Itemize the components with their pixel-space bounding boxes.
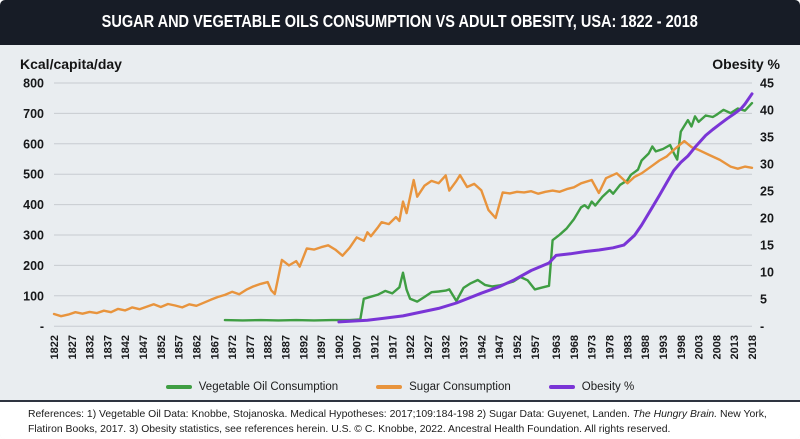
x-axis-tick-label: 1917	[387, 335, 399, 359]
chart-area: Kcal/capita/day Obesity % 800 700 600 500 40…	[0, 45, 800, 400]
x-axis-tick-label: 1852	[156, 335, 168, 359]
left-axis-tick-label: 400	[23, 198, 44, 212]
left-axis-tick-label: 200	[23, 259, 44, 273]
references-text: References: 1) Vegetable Oil Data: Knobb…	[28, 409, 767, 436]
x-axis-tick-label: 2003	[694, 335, 706, 359]
x-axis-tick-label: 1988	[640, 335, 652, 359]
legend-swatch	[165, 385, 192, 389]
right-axis-tick-label: 45	[760, 77, 774, 91]
x-axis-tick-label: 1872	[227, 335, 239, 359]
x-axis-tick-label: 1867	[209, 335, 221, 359]
title-bar: SUGAR AND VEGETABLE OILS CONSUMPTION VS …	[0, 0, 800, 45]
references-footer: References: 1) Vegetable Oil Data: Knobb…	[0, 400, 800, 439]
legend-label: Obesity %	[581, 381, 635, 393]
legend-label: Vegetable Oil Consumption	[198, 381, 339, 393]
x-axis-tick-label: 2018	[747, 335, 759, 359]
x-axis-tick-label: 2008	[711, 335, 723, 359]
x-axis-tick-label: 1862	[191, 335, 203, 359]
x-axis-tick-label: 1952	[512, 335, 524, 359]
series-line-sugar-consumption	[52, 139, 754, 318]
left-axis-tick-label: -	[40, 320, 44, 334]
x-axis-tick-label: 1968	[569, 335, 581, 359]
right-axis-tick-label: 20	[760, 212, 774, 226]
right-axis-title: Obesity %	[712, 56, 780, 72]
x-axis-tick-label: 1902	[334, 335, 346, 359]
x-axis-tick-label: 1822	[49, 335, 61, 359]
legend-swatch	[376, 385, 403, 389]
x-axis-tick-label: 1897	[316, 335, 328, 359]
right-axis-tick-label: 40	[760, 104, 774, 118]
x-axis-tick-label: 1957	[530, 335, 542, 359]
x-axis-tick-label: 1847	[138, 335, 150, 359]
chart-legend: Vegetable Oil Consumption Sugar Consumpti…	[0, 377, 800, 397]
x-axis-tick-label: 1832	[85, 335, 97, 359]
x-axis-tick-label: 1937	[459, 335, 471, 359]
right-axis-tick-label: 10	[760, 266, 774, 280]
series-line-vegetable-oil-consumption	[223, 101, 754, 322]
x-axis-tick-label: 1882	[263, 335, 275, 359]
x-axis-tick-label: 1912	[370, 335, 382, 359]
right-axis-tick-label: 15	[760, 239, 774, 253]
left-axis-tick-label: 600	[23, 137, 44, 151]
x-axis-tick-label: 2013	[729, 335, 741, 359]
x-axis-tick-label: 1942	[476, 335, 488, 359]
left-axis-tick-label: 700	[23, 107, 44, 121]
left-axis-tick-label: 100	[23, 289, 44, 303]
legend-label: Sugar Consumption	[409, 381, 511, 393]
left-axis-tick-label: 300	[23, 229, 44, 243]
left-axis-title: Kcal/capita/day	[20, 56, 122, 72]
x-axis-tick-label: 1907	[352, 335, 364, 359]
right-axis-tick-label: 25	[760, 185, 774, 199]
x-axis-tick-label: 1963	[551, 335, 563, 359]
x-axis-tick-label: 1973	[587, 335, 599, 359]
plot-canvas: 800 700 600 500 400 300 200 100 - 45 40 35 30 25 20 15 1…	[23, 77, 774, 360]
legend-item: Vegetable Oil Consumption	[165, 381, 339, 393]
x-axis-tick-label: 1978	[605, 335, 617, 359]
x-axis-tick-label: 1857	[174, 335, 186, 359]
x-axis-tick-label: 1927	[423, 335, 435, 359]
x-axis-tick-label: 1837	[102, 335, 114, 359]
x-axis-tick-label: 1993	[658, 335, 670, 359]
x-axis-tick-label: 1947	[494, 335, 506, 359]
x-axis-tick-label: 1887	[281, 335, 293, 359]
x-axis-tick-label: 1932	[441, 335, 453, 359]
legend-swatch	[548, 385, 575, 389]
series-line-obesity-	[337, 92, 754, 324]
right-axis-tick-label: 35	[760, 131, 774, 145]
left-axis-tick-label: 800	[23, 77, 44, 91]
x-axis-tick-label: 1998	[676, 335, 688, 359]
legend-item: Sugar Consumption	[376, 381, 511, 393]
x-axis-tick-label: 1983	[622, 335, 634, 359]
x-axis-tick-label: 1892	[298, 335, 310, 359]
legend-item: Obesity %	[548, 381, 635, 393]
right-axis-tick-label: 30	[760, 158, 774, 172]
left-axis-tick-label: 500	[23, 168, 44, 182]
x-axis-tick-label: 1842	[120, 335, 132, 359]
x-axis-tick-label: 1827	[67, 335, 79, 359]
x-axis-tick-label: 1922	[405, 335, 417, 359]
x-axis-tick-label: 1877	[245, 335, 257, 359]
chart-title: SUGAR AND VEGETABLE OILS CONSUMPTION VS …	[101, 12, 699, 32]
right-axis-tick-label: 5	[760, 293, 767, 307]
right-axis-tick-label: -	[760, 320, 764, 334]
